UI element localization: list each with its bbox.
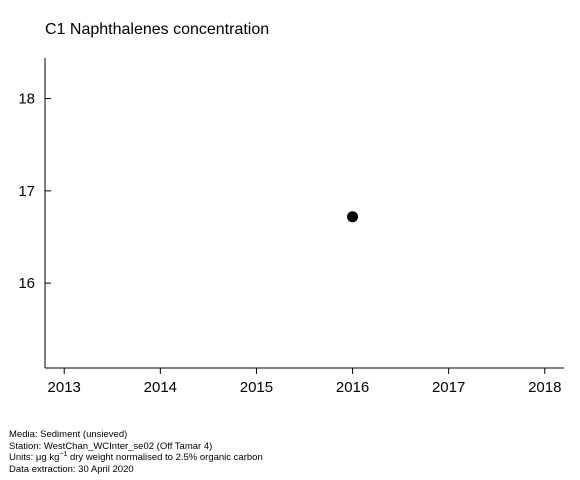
x-tick-label: 2014 bbox=[144, 379, 177, 396]
chart: C1 Naphthalenes concentration 16 17 18 2013… bbox=[18, 21, 564, 396]
data-points bbox=[347, 211, 359, 223]
x-tick-label: 2018 bbox=[528, 379, 561, 396]
chart-title: C1 Naphthalenes concentration bbox=[45, 21, 269, 38]
x-tick-label: 2013 bbox=[48, 379, 81, 396]
y-tick-label: 16 bbox=[18, 275, 35, 292]
footer-media: Media: Sediment (unsieved) bbox=[9, 429, 128, 440]
x-tick-label: 2015 bbox=[240, 379, 273, 396]
footer-extraction: Data extraction: 30 April 2020 bbox=[9, 463, 134, 475]
data-point bbox=[347, 211, 359, 223]
footer-units-suffix: dry weight normalised to 2.5% organic ca… bbox=[67, 452, 263, 463]
footer-station: Station: WestChan_WCInter_se02 (Off Tama… bbox=[9, 440, 213, 452]
footer-notes: Media: Sediment (unsieved) Station: West… bbox=[9, 429, 263, 475]
footer-units-prefix: Units: μg kg bbox=[9, 452, 60, 463]
footer-units: Units: μg kg−1 dry weight normalised to … bbox=[9, 451, 263, 464]
x-tick-label: 2017 bbox=[432, 379, 465, 396]
x-tick-label: 2016 bbox=[336, 379, 369, 396]
axes: 16 17 18 2013 2014 2015 2016 2017 2018 bbox=[18, 58, 564, 396]
y-tick-label: 17 bbox=[18, 183, 35, 200]
footer-units-exponent: −1 bbox=[59, 451, 68, 458]
y-tick-label: 18 bbox=[18, 91, 35, 108]
